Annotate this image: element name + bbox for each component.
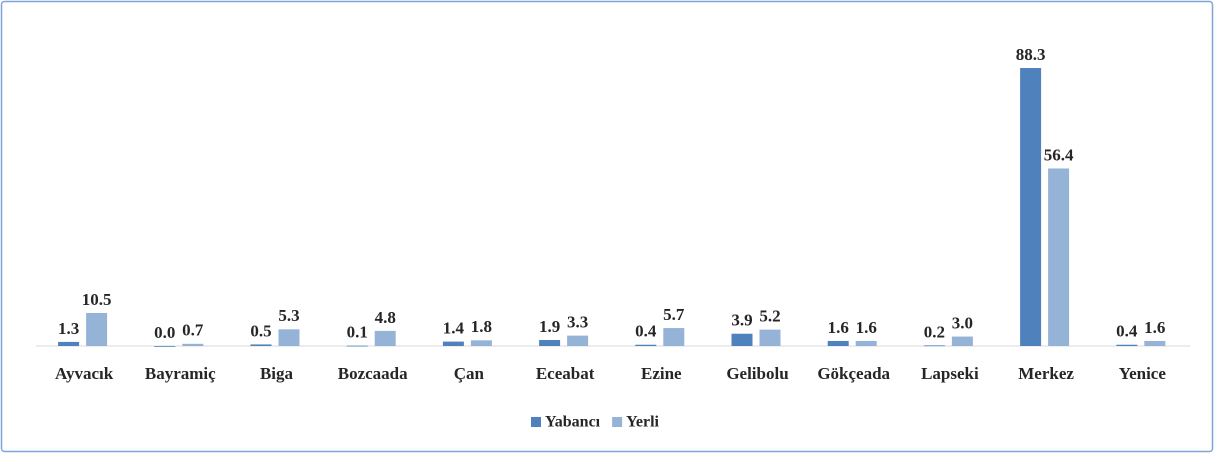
bar <box>442 341 464 346</box>
bar <box>923 345 945 347</box>
bar <box>567 335 589 346</box>
data-label: 1.6 <box>856 318 877 337</box>
data-label: 56.4 <box>1044 145 1074 164</box>
data-label: 0.7 <box>182 321 204 340</box>
x-tick-label: Merkez <box>1018 364 1074 383</box>
data-label: 3.3 <box>567 313 588 332</box>
legend-label: Yabancı <box>545 414 601 431</box>
data-label: 1.8 <box>471 317 492 336</box>
bar <box>855 340 877 346</box>
data-label: 0.2 <box>924 322 945 341</box>
data-label: 5.2 <box>759 307 780 326</box>
data-label: 88.3 <box>1016 45 1046 64</box>
legend-swatch <box>531 417 541 427</box>
bar <box>470 340 492 346</box>
legend-label: Yerli <box>626 414 659 431</box>
x-tick-label: Ezine <box>641 364 682 383</box>
data-label: 1.6 <box>1144 318 1165 337</box>
bar <box>86 312 108 346</box>
x-tick-label: Ayvacık <box>55 364 114 383</box>
x-tick-label: Yenice <box>1119 364 1167 383</box>
data-label: 5.3 <box>278 306 299 325</box>
bar <box>663 328 685 346</box>
data-label: 4.8 <box>375 308 396 327</box>
data-label: 0.5 <box>250 321 271 340</box>
x-tick-label: Bayramiç <box>145 364 216 383</box>
bar <box>346 345 368 347</box>
bar <box>58 341 80 346</box>
data-label: 0.4 <box>1116 322 1138 341</box>
bar <box>250 344 272 346</box>
bar <box>539 340 561 346</box>
data-label: 1.3 <box>58 319 79 338</box>
x-tick-label: Biga <box>260 364 294 383</box>
bar <box>1116 344 1138 346</box>
x-tick-label: Lapseki <box>921 364 979 383</box>
bar <box>182 343 204 346</box>
x-tick-label: Gökçeada <box>817 364 890 383</box>
x-tick-label: Bozcaada <box>338 364 408 383</box>
data-label: 1.6 <box>828 318 849 337</box>
data-label: 3.0 <box>952 313 973 332</box>
data-label: 1.4 <box>443 318 465 337</box>
data-label: 0.1 <box>347 323 368 342</box>
data-label: 0.4 <box>635 322 657 341</box>
x-tick-label: Eceabat <box>536 364 595 383</box>
x-tick-label: Gelibolu <box>726 364 788 383</box>
legend-swatch <box>612 417 623 427</box>
bar <box>1048 168 1070 346</box>
data-label: 3.9 <box>731 311 752 330</box>
bar <box>278 329 300 346</box>
bar <box>635 344 657 346</box>
x-tick-label: Çan <box>454 364 485 383</box>
bar <box>759 329 781 346</box>
data-label: 5.7 <box>663 305 685 324</box>
bar <box>154 346 176 347</box>
bar <box>1144 340 1166 346</box>
bar <box>951 336 973 346</box>
data-label: 1.9 <box>539 317 560 336</box>
bar <box>374 330 396 346</box>
bar <box>731 333 753 346</box>
data-label: 10.5 <box>82 290 112 309</box>
bar <box>1020 68 1042 346</box>
data-label: 0.0 <box>154 323 175 342</box>
bar <box>827 340 849 346</box>
